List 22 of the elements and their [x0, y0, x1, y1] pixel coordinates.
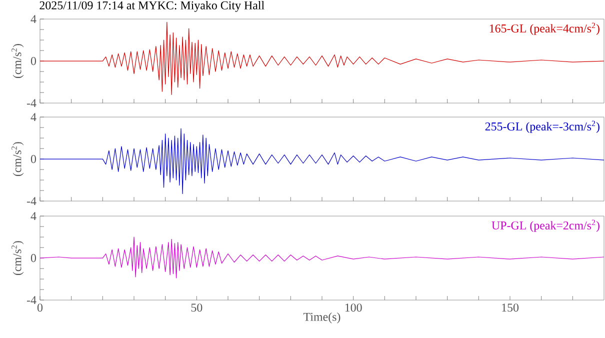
y-tick-label: 0 — [30, 154, 36, 164]
y-tick-label: 4 — [30, 113, 36, 121]
annotation: UP-GL (peak=2cm/s$^{2}$) — [492, 220, 600, 232]
y-axis-title: (cm/s$^{2}$) — [12, 142, 24, 176]
y-tick-label: 0 — [30, 56, 36, 66]
chart-title: 2025/11/09 17:14 at MYKC: Miyako City Hall — [40, 0, 264, 12]
y-tick-label: -4 — [26, 296, 36, 304]
y-axis-title: (cm/s$^{2}$) — [12, 241, 24, 276]
y-tick-label: 4 — [30, 15, 36, 23]
annotation: 165-GL (peak=4cm/s$^{2}$) — [490, 22, 600, 35]
x-tick-label: 0 — [37, 304, 43, 312]
x-tick-label: 150 — [502, 304, 519, 312]
y-tick-label: -4 — [26, 99, 36, 107]
x-tick-label: 100 — [345, 304, 362, 312]
annotation: 255-GL (peak=-3cm/s$^{2}$) — [485, 120, 600, 133]
line-series — [40, 236, 604, 278]
y-tick-label: -4 — [26, 197, 36, 205]
y-axis-title: (cm/s$^{2}$) — [12, 44, 24, 78]
x-tick-label: 50 — [191, 304, 202, 312]
y-tick-label: 0 — [30, 254, 36, 262]
y-tick-label: 4 — [30, 212, 36, 220]
x-axis-title: Time(s) — [304, 312, 340, 324]
